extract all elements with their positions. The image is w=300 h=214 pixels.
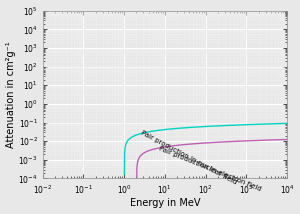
Text: Pair production in nuclear field: Pair production in nuclear field — [140, 129, 238, 185]
Text: Pair production in electron field: Pair production in electron field — [158, 146, 262, 193]
X-axis label: Energy in MeV: Energy in MeV — [130, 198, 200, 208]
Y-axis label: Attenuation in cm²g⁻¹: Attenuation in cm²g⁻¹ — [6, 41, 16, 148]
